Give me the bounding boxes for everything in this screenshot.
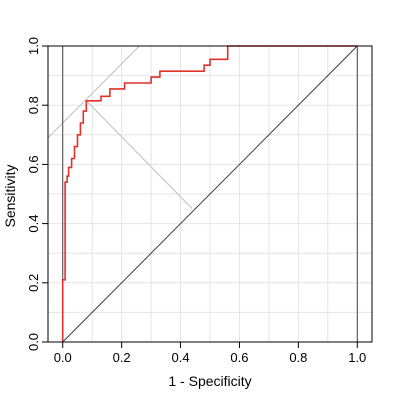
roc-curve (61, 45, 358, 342)
x-tick-label: 0.6 (230, 350, 248, 365)
x-tick-label: 0.8 (289, 350, 307, 365)
y-tick-label: 1.0 (26, 37, 41, 55)
x-tick-label: 0.4 (172, 350, 190, 365)
reference-diagonal (62, 45, 358, 343)
y-tick-label: 0.4 (26, 215, 41, 233)
y-tick-label: 0.6 (26, 155, 41, 173)
helper-line (85, 100, 193, 210)
roc-curve-group (61, 45, 358, 342)
y-tick-label: 0.8 (26, 96, 41, 114)
y-axis-title: Sensitivity (2, 164, 18, 227)
y-tick-label: 0.2 (26, 274, 41, 292)
x-tick-label: 1.0 (348, 350, 366, 365)
reference-line (62, 45, 358, 343)
x-tick-label: 0.0 (54, 350, 72, 365)
helper-line (48, 46, 140, 139)
plot-border (47, 45, 373, 343)
y-axis: 0.0 0.2 0.4 0.6 0.8 1.0 (26, 37, 48, 351)
x-axis: 0.0 0.2 0.4 0.6 0.8 1.0 (54, 342, 366, 365)
x-axis-title: 1 - Specificity (168, 373, 251, 389)
y-tick-label: 0.0 (26, 333, 41, 351)
plot-frame (47, 45, 373, 343)
x-tick-label: 0.2 (113, 350, 131, 365)
